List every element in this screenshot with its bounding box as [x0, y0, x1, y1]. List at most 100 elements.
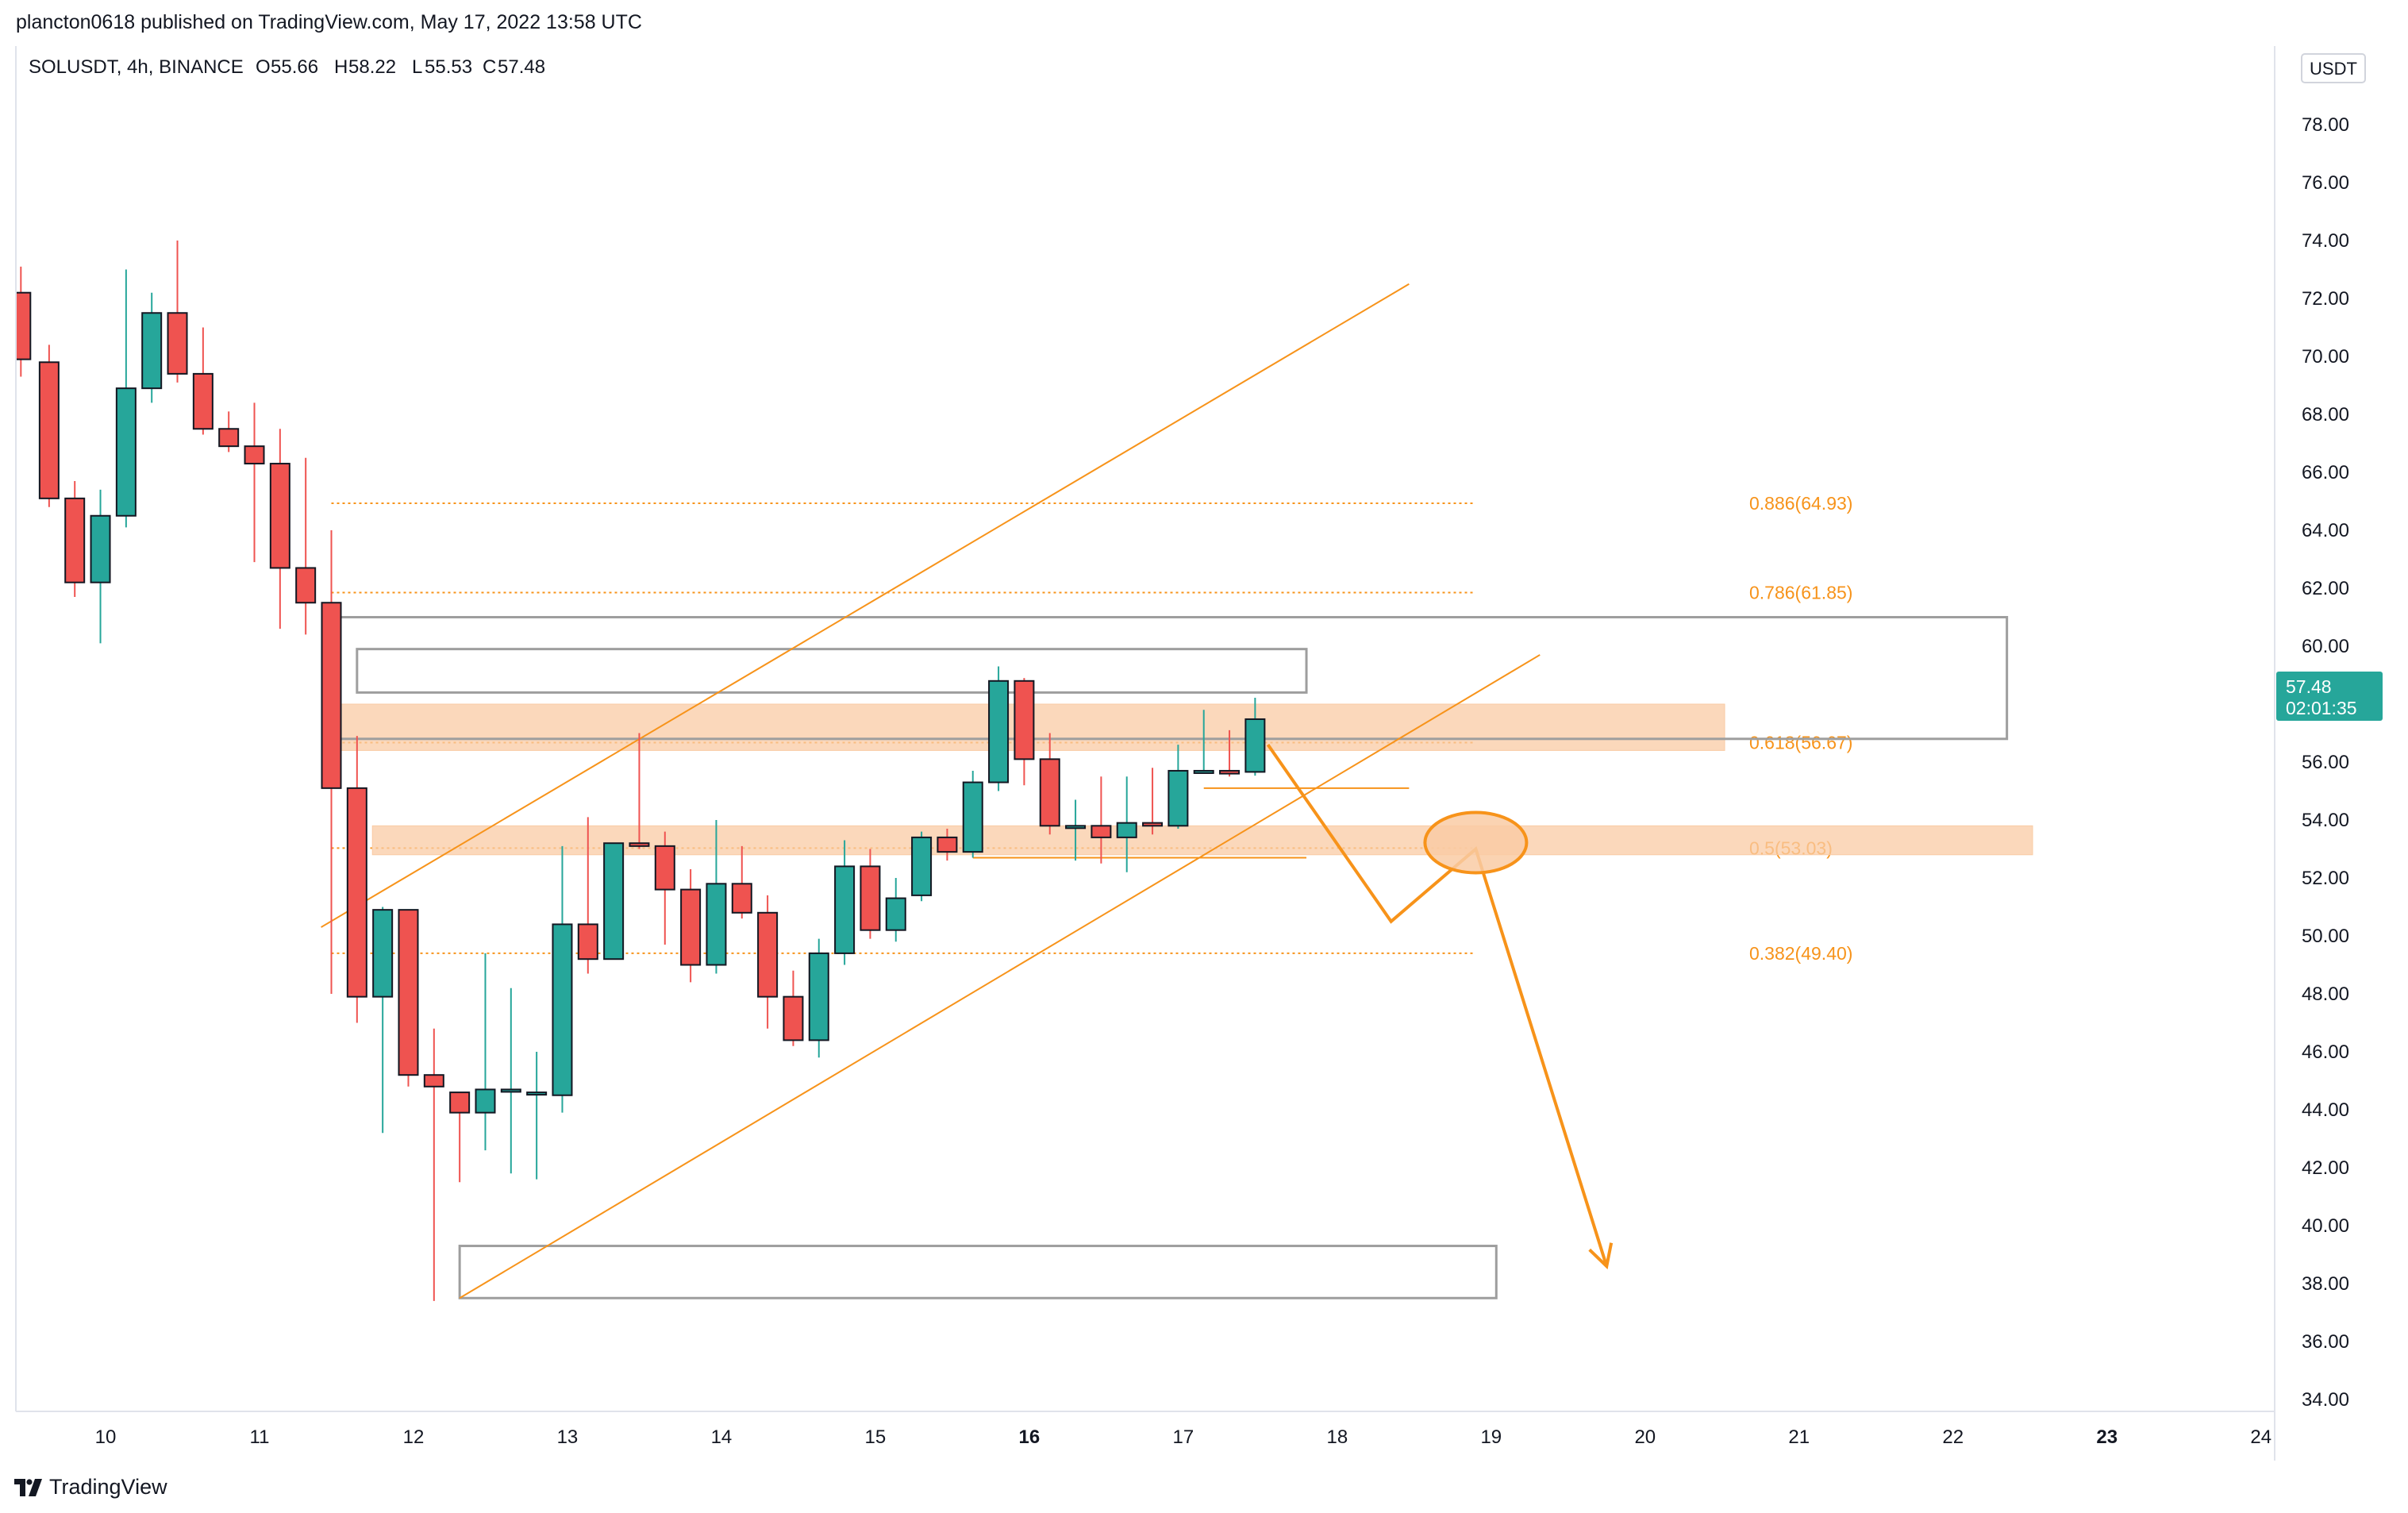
candle[interactable] [11, 266, 32, 377]
candle[interactable] [731, 845, 752, 919]
candle-body [783, 995, 804, 1041]
target-circle[interactable] [1423, 810, 1529, 875]
candle[interactable] [475, 953, 496, 1151]
candle[interactable] [449, 1091, 471, 1183]
candle[interactable] [90, 489, 111, 644]
candle-body [269, 463, 290, 569]
candle-body [90, 514, 111, 583]
price-tick-label: 60.00 [2302, 636, 2349, 657]
candle-body [1219, 769, 1241, 775]
legend-low: 55.53 [425, 56, 472, 78]
candle-body [860, 865, 881, 931]
candle[interactable] [38, 345, 60, 507]
candle[interactable] [603, 842, 625, 961]
candle[interactable] [1142, 768, 1164, 835]
candle-body [988, 680, 1010, 783]
candle-body [115, 387, 137, 517]
price-tick-label: 36.00 [2302, 1331, 2349, 1353]
channel-upper-line[interactable] [321, 283, 1410, 928]
candle-body [16, 291, 32, 360]
tradingview-brand[interactable]: TradingView [14, 1475, 167, 1500]
candle[interactable] [654, 831, 675, 945]
candle[interactable] [1193, 710, 1214, 774]
candle[interactable] [706, 820, 727, 974]
candle[interactable] [757, 895, 779, 1029]
candle[interactable] [783, 970, 804, 1046]
fib-label-0.786: 0.786(61.85) [1749, 582, 1852, 603]
currency-label: USDT [2310, 59, 2357, 79]
last-price-value: 57.48 [2286, 676, 2332, 697]
candle-body [654, 845, 675, 891]
channel-lower-line[interactable] [459, 654, 1541, 1299]
candle-body [706, 883, 727, 966]
candle[interactable] [244, 402, 265, 563]
candle-body [1167, 769, 1189, 827]
box-target[interactable] [458, 1245, 1498, 1299]
candle-body [680, 888, 702, 966]
candle[interactable] [321, 530, 342, 994]
candle-body [937, 836, 958, 853]
candle[interactable] [1014, 678, 1035, 786]
date-tick-label: 19 [1480, 1426, 1502, 1448]
price-tick-label: 38.00 [2302, 1273, 2349, 1295]
candle[interactable] [346, 736, 367, 1023]
candle[interactable] [680, 869, 702, 983]
price-tick-label: 46.00 [2302, 1041, 2349, 1063]
candle[interactable] [398, 909, 419, 1087]
date-tick-label: 20 [1634, 1426, 1656, 1448]
price-tick-label: 40.00 [2302, 1215, 2349, 1237]
projection-path[interactable] [1266, 743, 1609, 1267]
candle[interactable] [192, 327, 213, 435]
fib-label-0.618: 0.618(56.67) [1749, 733, 1852, 753]
date-tick-label: 12 [403, 1426, 425, 1448]
candle[interactable] [962, 770, 983, 858]
currency-badge[interactable] [2301, 53, 2366, 83]
price-chart[interactable]: 0.886(64.93)0.786(61.85)0.618(56.67)0.5(… [0, 0, 2408, 1461]
candle[interactable] [500, 987, 521, 1174]
candle-body [475, 1088, 496, 1114]
candle[interactable] [218, 411, 240, 452]
candle-body [295, 567, 317, 604]
candle[interactable] [629, 733, 650, 849]
candle[interactable] [295, 457, 317, 635]
candle[interactable] [1039, 733, 1060, 835]
candle[interactable] [1244, 697, 1266, 776]
candle[interactable] [911, 831, 933, 902]
candle[interactable] [988, 666, 1010, 791]
candle[interactable] [372, 907, 394, 1134]
candle[interactable] [269, 429, 290, 629]
candle[interactable] [1065, 799, 1087, 861]
candle[interactable] [167, 241, 188, 383]
candle[interactable] [526, 1052, 548, 1180]
candle-body [218, 428, 240, 448]
candle[interactable] [808, 938, 829, 1058]
candle[interactable] [64, 480, 86, 597]
candle[interactable] [834, 840, 856, 965]
candle[interactable] [1091, 776, 1112, 864]
date-tick-label: 18 [1326, 1426, 1348, 1448]
candle[interactable] [577, 817, 598, 974]
date-tick-label: 14 [711, 1426, 733, 1448]
candle-body [321, 602, 342, 789]
candle[interactable] [1116, 776, 1137, 872]
candle[interactable] [885, 878, 906, 942]
candle[interactable] [860, 849, 881, 939]
publisher-caption: plancton0618 published on TradingView.co… [16, 11, 642, 33]
date-tick-label: 11 [250, 1426, 270, 1448]
candle[interactable] [141, 292, 163, 403]
candle[interactable] [937, 828, 958, 861]
candle-body [346, 787, 367, 998]
box-small-resistance[interactable] [356, 648, 1308, 694]
candle-body [577, 923, 598, 961]
price-tick-label: 48.00 [2302, 984, 2349, 1005]
candle[interactable] [552, 845, 573, 1113]
fib-label-0.886: 0.886(64.93) [1749, 493, 1852, 514]
candle[interactable] [115, 269, 137, 528]
price-tick-label: 72.00 [2302, 288, 2349, 310]
candle[interactable] [423, 1028, 444, 1301]
candle-body [808, 952, 829, 1041]
zone-05[interactable] [371, 825, 2033, 856]
candle[interactable] [1219, 730, 1241, 777]
candle[interactable] [1167, 745, 1189, 829]
candle-body [1039, 758, 1060, 827]
